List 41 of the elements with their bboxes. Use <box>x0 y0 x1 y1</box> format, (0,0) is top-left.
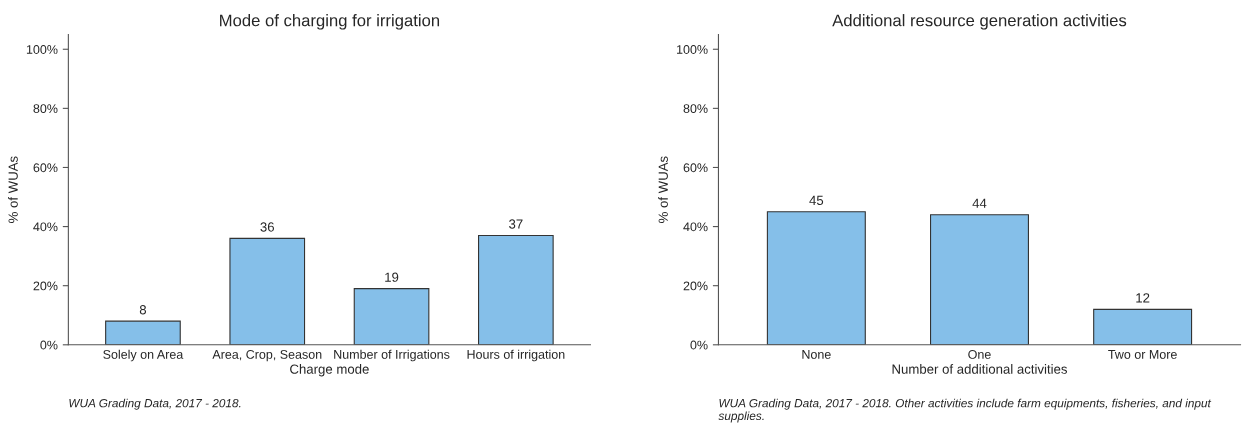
x-tick-label: Area, Crop, Season <box>212 349 322 362</box>
y-tick-label: 40% <box>683 222 708 232</box>
bar <box>105 320 181 345</box>
chart-title: Mode of charging for irrigation <box>220 14 440 30</box>
bar <box>229 237 306 345</box>
bar <box>766 211 866 345</box>
x-tick-label: None <box>802 350 831 359</box>
y-tick-label: 20% <box>683 281 708 291</box>
x-tick-label: Solely on Area <box>103 349 184 362</box>
data-label: 37 <box>509 219 523 229</box>
data-label: 19 <box>385 272 399 282</box>
y-axis-title: % of WUAs <box>658 156 668 223</box>
y-tick-label: 60% <box>33 163 58 173</box>
data-label: 45 <box>809 195 824 206</box>
data-label: 44 <box>972 198 987 208</box>
y-tick-label: 40% <box>33 222 58 232</box>
y-tick-label: 100% <box>677 45 708 54</box>
y-tick-label: 20% <box>33 281 58 291</box>
y-tick-label: 0% <box>40 340 58 350</box>
y-tick-label: 80% <box>683 104 708 114</box>
x-tick-label: Number of Irrigations <box>334 349 450 362</box>
bar <box>477 234 554 345</box>
chart-title: Additional resource generation activities <box>832 14 1127 30</box>
y-tick-label: 0% <box>690 340 708 350</box>
data-label: 12 <box>1136 293 1150 303</box>
y-tick-label: 100% <box>26 45 58 54</box>
bar <box>1093 308 1193 345</box>
bar <box>929 214 1029 345</box>
y-axis-title: % of WUAs <box>8 156 18 223</box>
x-tick-label: Two or More <box>1108 350 1177 359</box>
y-tick-label: 60% <box>683 163 708 173</box>
x-tick-label: Hours of irrigation <box>467 349 565 362</box>
data-label: 36 <box>260 222 274 232</box>
bar <box>353 288 430 345</box>
text: WUA Grading Data, 2017 - 2018. <box>69 398 241 410</box>
x-axis-title: Charge mode <box>290 364 369 377</box>
text: WUA Grading Data, 2017 - 2018. Other activities include farm equipments, fisheries, and input supplies. <box>718 398 1212 423</box>
data-label: 8 <box>139 305 147 315</box>
x-axis-title: Number of additional activities <box>892 364 1068 374</box>
y-tick-label: 80% <box>33 104 58 114</box>
x-tick-label: One <box>968 349 991 359</box>
